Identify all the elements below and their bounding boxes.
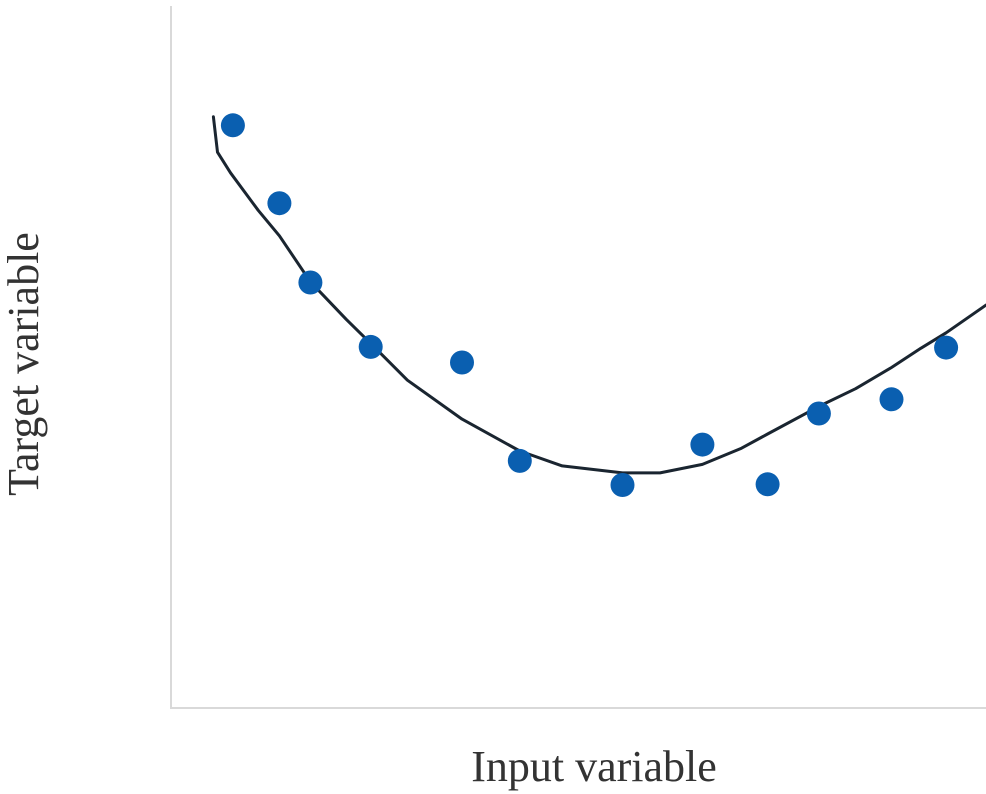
data-point [507,448,532,473]
data-point [690,432,715,457]
trend-line [211,115,986,475]
data-point [610,473,635,497]
data-point [934,335,959,360]
data-point [358,334,383,359]
plot-area [211,113,986,497]
x-axis-label: Input variable [471,742,717,791]
data-point [450,350,474,375]
data-point [755,472,780,497]
data-point [298,270,323,295]
y-axis-label: Target variable [0,232,48,496]
data-point [220,113,245,138]
data-point [879,387,904,412]
data-point [267,191,292,216]
data-point [806,401,831,426]
